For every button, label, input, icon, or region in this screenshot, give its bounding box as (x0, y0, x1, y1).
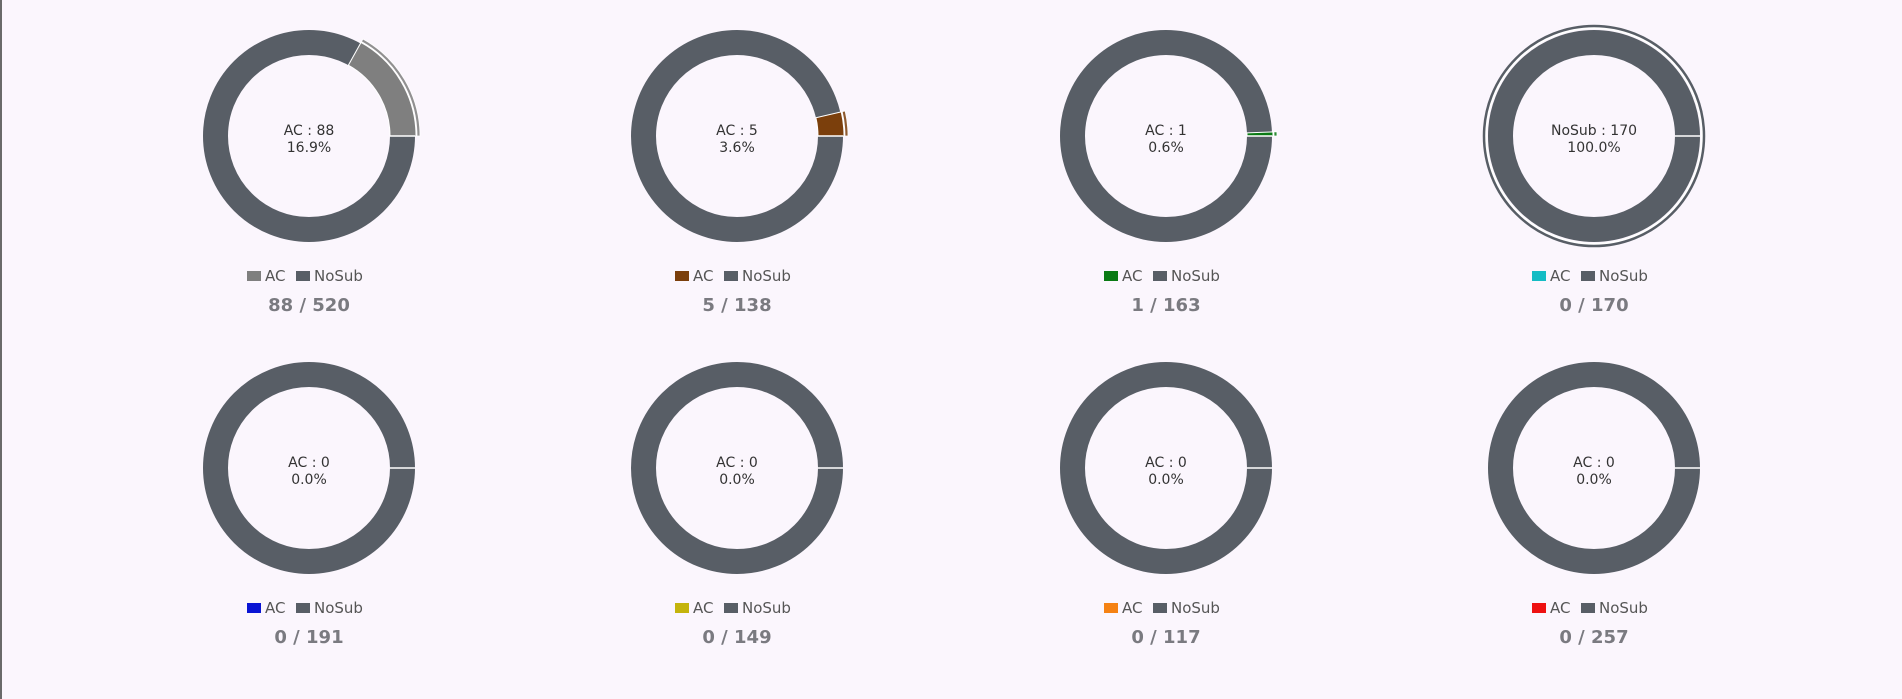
summary-count: 5 / 138 (702, 295, 771, 316)
center-label: AC : 0 (1145, 455, 1187, 471)
center-label: AC : 5 (716, 123, 758, 139)
legend-swatch-nosub[interactable] (724, 271, 738, 281)
donut-svg: AC : 00.0% AC NoSub 0 / 149 (631, 362, 843, 648)
legend-swatch-nosub[interactable] (296, 603, 310, 613)
donut-chart-2: AC : 5 3.6% AC NoSub 5 / 138 (587, 0, 887, 330)
donut-highlight-outer (1482, 24, 1706, 248)
center-percentage: 0.0% (1576, 472, 1612, 488)
summary-count: 0 / 149 (702, 627, 771, 648)
donut-svg: AC : 10.6% AC NoSub 1 / 163 (1060, 30, 1278, 316)
legend-label-nosub[interactable]: NoSub (742, 599, 791, 617)
donut-chart-3: AC : 1 0.6% AC NoSub 1 / 163 (1016, 0, 1316, 330)
legend-swatch-nosub[interactable] (1581, 603, 1595, 613)
legend-swatch-nosub[interactable] (724, 603, 738, 613)
legend-swatch-ac[interactable] (1104, 271, 1118, 281)
center-label: AC : 0 (1573, 455, 1615, 471)
summary-count: 1 / 163 (1131, 295, 1200, 316)
donut-svg: AC : 00.0% AC NoSub 0 / 117 (1060, 362, 1272, 648)
legend-label-nosub[interactable]: NoSub (314, 599, 363, 617)
donut-chart-4: NoSub : 170 100.0% AC NoSub 0 / 170 (1444, 0, 1744, 330)
center-percentage: 16.9% (287, 140, 331, 156)
legend-label-ac[interactable]: AC (1550, 267, 1570, 285)
legend-label-nosub[interactable]: NoSub (314, 267, 363, 285)
summary-count: 88 / 520 (268, 295, 350, 316)
center-percentage: 0.0% (1148, 472, 1184, 488)
legend-label-nosub[interactable]: NoSub (1171, 599, 1220, 617)
center-percentage: 0.6% (1148, 140, 1184, 156)
legend-label-ac[interactable]: AC (1550, 599, 1570, 617)
donut-svg: AC : 00.0% AC NoSub 0 / 257 (1488, 362, 1700, 648)
legend-label-nosub[interactable]: NoSub (1599, 599, 1648, 617)
donut-svg: AC : 53.6% AC NoSub 5 / 138 (631, 30, 849, 316)
summary-count: 0 / 117 (1131, 627, 1200, 648)
legend-swatch-ac[interactable] (1532, 603, 1546, 613)
legend-swatch-ac[interactable] (247, 603, 261, 613)
legend-swatch-ac[interactable] (247, 271, 261, 281)
legend-label-ac[interactable]: AC (693, 267, 713, 285)
center-label: AC : 0 (716, 455, 758, 471)
donut-chart-8: AC : 0 0.0% AC NoSub 0 / 257 (1444, 332, 1744, 662)
donut-highlight-inner (1485, 27, 1703, 245)
donut-chart-7: AC : 0 0.0% AC NoSub 0 / 117 (1016, 332, 1316, 662)
legend-swatch-nosub[interactable] (296, 271, 310, 281)
center-percentage: 0.0% (719, 472, 755, 488)
donut-chart-5: AC : 0 0.0% AC NoSub 0 / 191 (159, 332, 459, 662)
legend-label-ac[interactable]: AC (265, 267, 285, 285)
center-label: AC : 88 (284, 123, 335, 139)
legend-label-ac[interactable]: AC (1122, 267, 1142, 285)
legend-label-nosub[interactable]: NoSub (1599, 267, 1648, 285)
summary-count: 0 / 191 (274, 627, 343, 648)
legend-swatch-ac[interactable] (675, 603, 689, 613)
left-edge-divider (0, 0, 2, 699)
center-percentage: 3.6% (719, 140, 755, 156)
legend-swatch-ac[interactable] (1104, 603, 1118, 613)
center-label: AC : 0 (288, 455, 330, 471)
legend-swatch-nosub[interactable] (1581, 271, 1595, 281)
legend-label-nosub[interactable]: NoSub (1171, 267, 1220, 285)
summary-count: 0 / 170 (1559, 295, 1628, 316)
donut-segment-ac-highlight (1273, 131, 1278, 137)
donut-svg: AC : 00.0% AC NoSub 0 / 191 (203, 362, 415, 648)
donut-segment-ac-highlight (841, 110, 849, 137)
summary-count: 0 / 257 (1559, 627, 1628, 648)
center-percentage: 100.0% (1567, 140, 1620, 156)
legend-swatch-nosub[interactable] (1153, 603, 1167, 613)
legend-label-nosub[interactable]: NoSub (742, 267, 791, 285)
donut-chart-1: AC : 88 16.9% AC NoSub 88 / 520 (159, 0, 459, 330)
center-label: AC : 1 (1145, 123, 1187, 139)
legend-swatch-ac[interactable] (1532, 271, 1546, 281)
donut-chart-6: AC : 0 0.0% AC NoSub 0 / 149 (587, 332, 887, 662)
legend-label-ac[interactable]: AC (693, 599, 713, 617)
legend-swatch-ac[interactable] (675, 271, 689, 281)
legend-swatch-nosub[interactable] (1153, 271, 1167, 281)
legend-label-ac[interactable]: AC (265, 599, 285, 617)
donut-segment-ac[interactable] (347, 41, 417, 137)
center-percentage: 0.0% (291, 472, 327, 488)
legend-label-ac[interactable]: AC (1122, 599, 1142, 617)
donut-segment-ac-highlight (360, 38, 421, 137)
center-label: NoSub : 170 (1551, 123, 1637, 139)
